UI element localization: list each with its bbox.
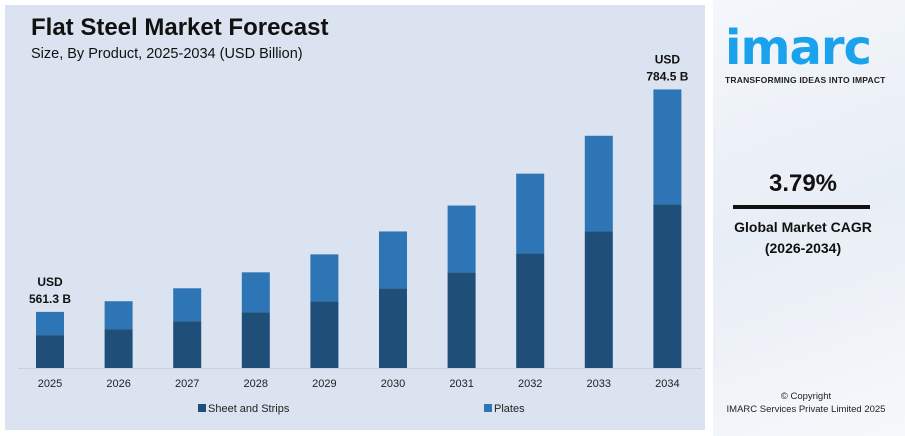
side-panel: imarc TRANSFORMING IDEAS INTO IMPACT 3.7… — [713, 0, 905, 436]
copyright-line: © Copyright — [780, 391, 832, 402]
bar-segment-plates-2031 — [447, 205, 476, 273]
legend-label-1: Plates — [494, 403, 525, 415]
cagr-value: 3.79% — [768, 170, 838, 197]
bar-segment-plates-2027 — [173, 288, 202, 322]
imarc-logo: imarc — [725, 20, 872, 76]
bar-segment-plates-2026 — [104, 301, 133, 330]
logo-tagline: TRANSFORMING IDEAS INTO IMPACT — [725, 75, 886, 85]
data-label-value-2034: 784.5 B — [646, 69, 688, 83]
bar-segment-sheet-and-strips-2028 — [241, 312, 270, 368]
bar-segment-sheet-and-strips-2033 — [584, 231, 613, 368]
bar-segment-sheet-and-strips-2027 — [173, 321, 202, 368]
x-tick-label-2032: 2032 — [518, 378, 542, 390]
bar-segment-sheet-and-strips-2032 — [516, 253, 545, 368]
bar-segment-sheet-and-strips-2034 — [653, 204, 682, 368]
x-tick-label-2026: 2026 — [106, 378, 130, 390]
bar-segment-plates-2033 — [584, 135, 613, 232]
legend-label-0: Sheet and Strips — [208, 403, 290, 415]
x-tick-label-2028: 2028 — [244, 378, 268, 390]
x-tick-label-2027: 2027 — [175, 378, 199, 390]
cagr-label-text: Global Market CAGR — [734, 219, 872, 235]
x-tick-label-2030: 2030 — [381, 378, 405, 390]
cagr-divider — [733, 205, 870, 209]
x-tick-label-2034: 2034 — [655, 378, 679, 390]
bar-segment-plates-2030 — [379, 231, 407, 289]
company-line: IMARC Services Private Limited 2025 — [726, 404, 886, 415]
bar-segment-sheet-and-strips-2025 — [36, 335, 64, 368]
cagr-period: (2026-2034) — [764, 240, 842, 256]
bar-segment-plates-2029 — [310, 254, 339, 302]
data-label-value-2025: 561.3 B — [29, 292, 71, 306]
x-tick-label-2025: 2025 — [38, 378, 62, 390]
bar-segment-sheet-and-strips-2026 — [104, 329, 133, 368]
legend-swatch-0 — [198, 404, 206, 412]
stacked-bar-chart: 2025 2026 2027 2028 2029 2030 2031 2032 2033 2034… — [18, 52, 702, 415]
chart-title: Flat Steel Market Forecast — [31, 14, 329, 41]
bar-segment-sheet-and-strips-2030 — [379, 288, 407, 368]
chart-subtitle: Size, By Product, 2025-2034 (USD Billion… — [31, 46, 303, 62]
x-tick-label-2029: 2029 — [312, 378, 336, 390]
bar-segment-plates-2034 — [653, 89, 682, 205]
data-label-currency-2025: USD — [37, 275, 63, 289]
legend-swatch-1 — [484, 404, 492, 412]
bar-segment-plates-2028 — [241, 272, 270, 313]
bar-segment-plates-2025 — [36, 311, 64, 336]
x-tick-label-2033: 2033 — [587, 378, 611, 390]
bar-segment-plates-2032 — [516, 173, 545, 254]
x-tick-label-2031: 2031 — [449, 378, 473, 390]
data-label-currency-2034: USD — [655, 52, 681, 66]
bar-segment-sheet-and-strips-2031 — [447, 272, 476, 368]
bar-segment-sheet-and-strips-2029 — [310, 301, 339, 368]
